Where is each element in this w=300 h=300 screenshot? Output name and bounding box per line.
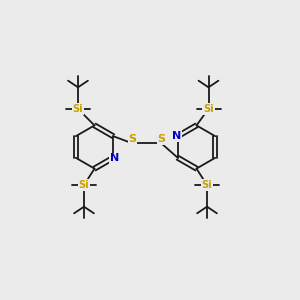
Text: Si: Si bbox=[203, 104, 214, 114]
Text: Si: Si bbox=[73, 104, 83, 114]
Text: Si: Si bbox=[79, 180, 89, 190]
Text: N: N bbox=[110, 153, 119, 164]
Text: Si: Si bbox=[202, 180, 212, 190]
Text: N: N bbox=[172, 131, 181, 141]
Text: S: S bbox=[129, 134, 136, 144]
Text: S: S bbox=[158, 134, 165, 144]
